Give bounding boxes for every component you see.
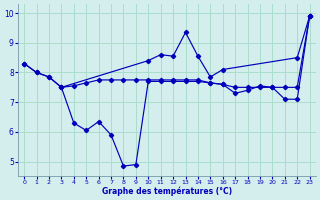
- X-axis label: Graphe des températures (°C): Graphe des températures (°C): [102, 186, 232, 196]
